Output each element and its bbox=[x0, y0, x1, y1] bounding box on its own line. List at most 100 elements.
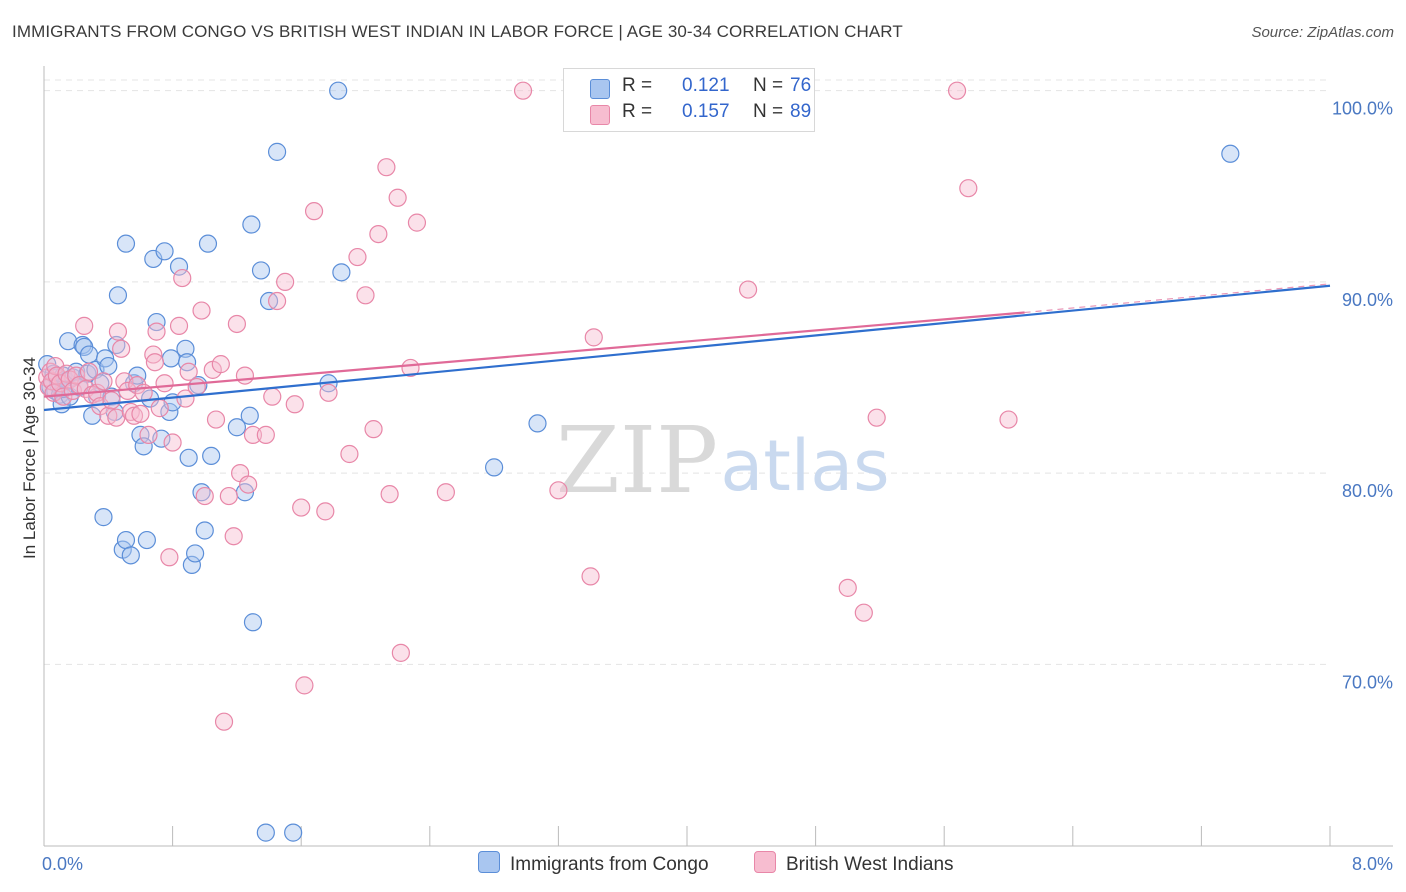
bwi-point bbox=[256, 425, 275, 444]
bwi-point bbox=[364, 420, 383, 439]
bwi-point bbox=[187, 377, 206, 397]
legend-swatch-bwi bbox=[590, 105, 610, 125]
bwi-point bbox=[179, 362, 198, 381]
legend-r-bwi: 0.157 bbox=[682, 101, 730, 122]
congo-point bbox=[256, 823, 275, 842]
congo-point bbox=[59, 332, 78, 351]
bottom-legend-swatch-congo bbox=[478, 851, 500, 873]
congo-point bbox=[186, 544, 205, 563]
congo-point bbox=[169, 257, 189, 276]
congo-point bbox=[116, 234, 136, 253]
axis-labels: In Labor Force | Age 30-34 0.0% 8.0% 70.… bbox=[20, 99, 1393, 874]
watermark-atlas: atlas bbox=[720, 425, 889, 507]
axes bbox=[43, 66, 1393, 847]
y-tick-label: 100.0% bbox=[1332, 99, 1393, 119]
trendlines bbox=[43, 283, 1331, 412]
legend-r-label: R = bbox=[622, 101, 653, 122]
bwi-point bbox=[227, 314, 246, 334]
bwi-point bbox=[219, 486, 238, 506]
bwi-point bbox=[584, 328, 603, 347]
congo-point bbox=[147, 312, 166, 332]
congo-point bbox=[485, 458, 504, 477]
bwi-point bbox=[267, 291, 287, 311]
congo-point bbox=[332, 263, 351, 282]
bwi-point bbox=[959, 179, 978, 198]
bwi-point bbox=[108, 322, 128, 341]
bwi-point bbox=[235, 366, 255, 385]
congo-point bbox=[161, 349, 181, 368]
legend-n-bwi: 89 bbox=[790, 101, 812, 122]
legend-n-label: N = bbox=[753, 75, 784, 96]
bwi-point bbox=[163, 433, 182, 452]
congo-point bbox=[240, 406, 259, 425]
bwi-point bbox=[304, 202, 324, 221]
bwi-point bbox=[340, 444, 359, 464]
congo-point bbox=[182, 555, 201, 575]
bwi-point bbox=[243, 425, 263, 444]
stats-legend: R = 0.121 N = 76 R = 0.157 N = 89 bbox=[563, 68, 815, 132]
bwi-point bbox=[581, 567, 600, 586]
bottom-legend-label-congo: Immigrants from Congo bbox=[510, 854, 709, 875]
bwi-point bbox=[867, 408, 886, 427]
congo-trendline bbox=[43, 284, 1331, 412]
bwi-trendline bbox=[43, 311, 1025, 398]
congo-point bbox=[94, 508, 113, 527]
chart-title: IMMIGRANTS FROM CONGO VS BRITISH WEST IN… bbox=[12, 22, 903, 41]
congo-point bbox=[108, 286, 128, 305]
bwi-point bbox=[211, 355, 230, 374]
bwi-point bbox=[947, 81, 967, 100]
bwi-point bbox=[173, 268, 192, 288]
bwi-point bbox=[145, 353, 165, 372]
bwi-point bbox=[239, 475, 258, 494]
bwi-point bbox=[407, 213, 427, 232]
congo-point bbox=[134, 437, 153, 456]
bwi-point bbox=[377, 158, 396, 177]
y-tick-label: 90.0% bbox=[1342, 290, 1393, 310]
bwi-point bbox=[224, 527, 243, 546]
congo-point bbox=[227, 418, 246, 437]
bwi-point bbox=[139, 425, 158, 444]
bwi-point bbox=[263, 387, 282, 406]
congo-point bbox=[116, 530, 136, 550]
bwi-point bbox=[436, 483, 455, 502]
bwi-point bbox=[295, 676, 314, 695]
congo-point bbox=[155, 242, 174, 261]
bwi-point bbox=[144, 345, 163, 364]
congo-point bbox=[251, 261, 271, 280]
bwi-point bbox=[292, 498, 311, 517]
bwi-point bbox=[549, 481, 568, 500]
bwi-point bbox=[206, 410, 226, 429]
bwi-point bbox=[147, 322, 166, 341]
x-tick-label-max: 8.0% bbox=[1352, 854, 1393, 874]
bwi-point bbox=[79, 362, 99, 381]
bwi-point bbox=[401, 358, 420, 378]
congo-point bbox=[202, 446, 221, 466]
congo-point bbox=[243, 613, 263, 632]
legend-swatch-congo bbox=[590, 79, 610, 99]
bottom-legend-swatch-bwi bbox=[754, 851, 776, 873]
congo-point bbox=[528, 414, 547, 433]
bwi-point bbox=[388, 188, 407, 207]
bwi-point bbox=[513, 81, 533, 100]
bottom-legend-bwi: British West Indians bbox=[754, 851, 954, 877]
bwi-point bbox=[131, 404, 150, 423]
congo-point bbox=[284, 823, 303, 842]
bwi-point bbox=[356, 286, 375, 305]
bwi-point bbox=[150, 399, 169, 418]
bwi-point bbox=[102, 391, 121, 410]
congo-point bbox=[79, 345, 99, 364]
congo-point bbox=[160, 402, 179, 422]
congo-point bbox=[179, 448, 198, 467]
bottom-legend-label-bwi: British West Indians bbox=[786, 854, 954, 875]
legend-r-congo: 0.121 bbox=[682, 75, 730, 96]
bwi-point bbox=[214, 712, 234, 731]
bwi-trendline-extension bbox=[1024, 283, 1331, 314]
congo-point bbox=[1221, 144, 1240, 163]
congo-point bbox=[99, 356, 118, 376]
bwi-point bbox=[176, 389, 195, 408]
y-axis-label: In Labor Force | Age 30-34 bbox=[20, 357, 39, 559]
bwi-point bbox=[285, 395, 304, 414]
legend-r-label: R = bbox=[622, 75, 653, 96]
